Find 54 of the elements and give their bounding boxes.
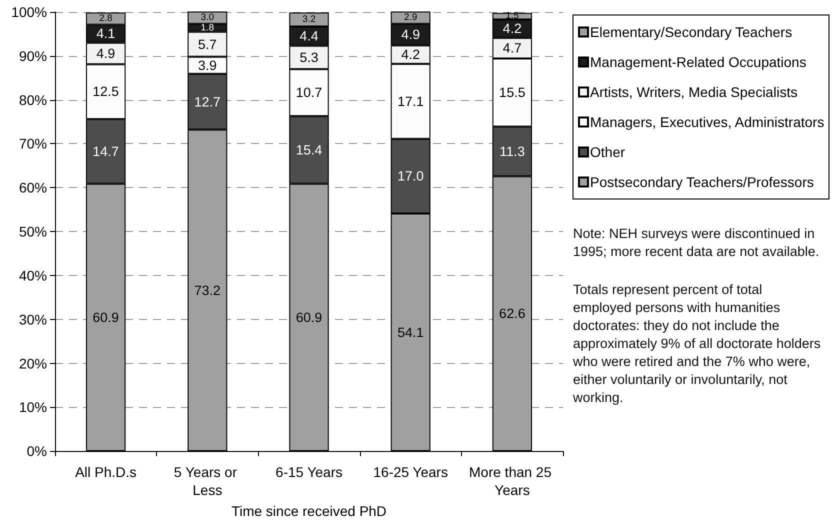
data-label: 4.1: [96, 26, 116, 42]
data-label: 12.7: [194, 94, 221, 110]
data-label: 15.4: [296, 142, 323, 158]
x-tick-label: 6-15 Years: [276, 464, 342, 480]
data-label: 17.1: [397, 94, 424, 109]
data-label: 5.3: [300, 50, 318, 65]
data-label: 73.2: [194, 282, 221, 298]
data-label: 3.0: [200, 12, 214, 24]
data-label: 54.1: [397, 324, 424, 340]
y-tick-label: 80%: [18, 92, 47, 108]
y-tick-label: 50%: [18, 224, 47, 240]
data-label: 14.7: [92, 144, 119, 159]
y-tick-label: 40%: [18, 267, 47, 284]
legend-label: Other: [590, 144, 626, 160]
y-tick-label: 20%: [18, 355, 47, 372]
legend-label: Managers, Executives, Administrators: [590, 114, 824, 130]
data-label: 11.3: [500, 144, 525, 159]
data-label: 12.5: [92, 84, 119, 100]
data-label: 60.9: [92, 310, 119, 325]
text: Note: NEH surveys were discontinued in 1995; more recent data are not available.: [573, 225, 820, 261]
data-label: 4.9: [96, 46, 116, 61]
data-label: 4.2: [502, 21, 522, 36]
legend-label: Artists, Writers, Media Specialists: [590, 84, 798, 100]
y-tick-label: 0%: [26, 443, 47, 460]
y-tick-label: 30%: [18, 311, 47, 328]
data-label: 17.0: [397, 168, 424, 184]
data-label: 4.7: [502, 40, 522, 56]
y-tick-label: 90%: [18, 48, 47, 64]
data-label: 2.8: [99, 13, 112, 24]
data-label: 5.7: [198, 36, 217, 52]
data-label: 1.8: [200, 22, 214, 34]
y-tick-label: 70%: [18, 136, 47, 152]
legend-label: Management-Related Occupations: [590, 54, 806, 70]
x-tick-label: All Ph.D.s: [75, 464, 137, 480]
text: Totals represent percent of total employed persons with humanities doctorates: they do not include the approximately 9% of all doctorate holders who were retired and the 7% who were, either voluntarily or involuntarily, not working.: [573, 281, 822, 407]
x-axis-title: Time since received PhD: [231, 503, 387, 519]
legend-label: Elementary/Secondary Teachers: [590, 24, 792, 40]
legend-label: Postsecondary Teachers/Professors: [590, 174, 814, 190]
data-label: 3.2: [302, 14, 316, 25]
x-tick-label: 16-25 Years: [373, 464, 448, 480]
x-tick-label: 5 Years or Less: [174, 464, 241, 498]
data-label: 15.5: [499, 85, 526, 100]
y-tick-label: 100%: [11, 4, 47, 20]
y-tick-label: 60%: [18, 180, 47, 196]
data-label: 3.9: [198, 58, 217, 73]
data-label: 4.4: [300, 28, 319, 44]
data-label: 4.2: [401, 47, 420, 62]
data-label: 60.9: [296, 310, 322, 325]
data-label: 2.9: [404, 12, 418, 24]
data-label: 62.6: [499, 306, 526, 322]
data-label: 4.9: [401, 27, 420, 42]
data-label: 10.7: [296, 85, 322, 100]
x-tick-label: More than 25 Years: [469, 464, 556, 498]
y-tick-label: 10%: [18, 399, 47, 416]
